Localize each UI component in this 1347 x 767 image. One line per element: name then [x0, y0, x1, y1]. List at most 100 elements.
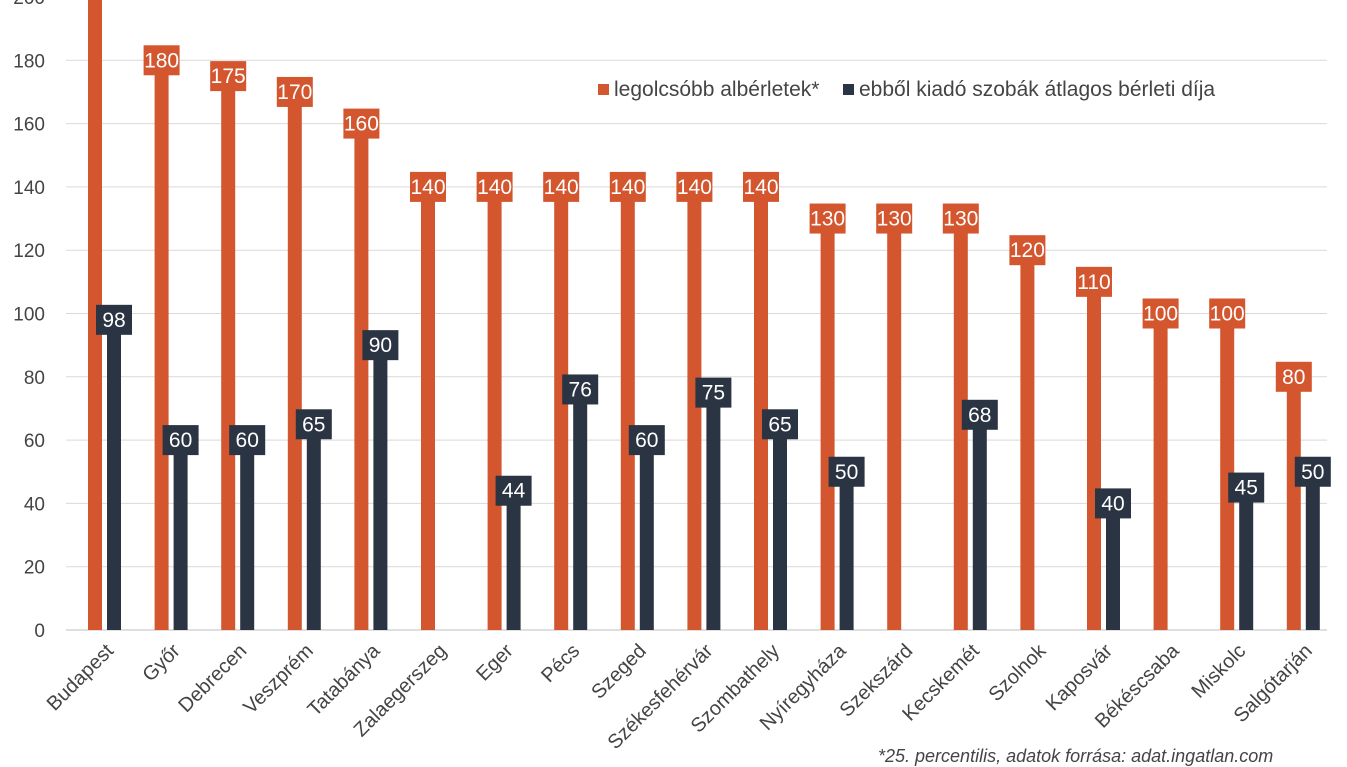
y-axis: 0 20 40 60 80 100 120 140 160 180 200 [13, 0, 45, 642]
bar-legolcsobb [487, 186, 502, 630]
legend: legolcsóbb albérletek* ebből kiadó szobá… [598, 78, 1215, 101]
data-label: 140 [743, 176, 778, 199]
data-label-box [942, 203, 979, 234]
y-tick-label: 40 [24, 494, 45, 515]
footnote: *25. percentilis, adatok forrása: adat.i… [878, 746, 1274, 766]
data-labels: 98 180 60 175 60 170 65 160 90 140 140 44 140 76 140 60… [96, 45, 1331, 519]
x-tick-label: Budapest [43, 640, 119, 716]
data-label-box [676, 171, 713, 202]
data-label-box [1142, 298, 1179, 329]
data-label-box [961, 399, 998, 430]
data-label-box [828, 456, 865, 487]
bar-szobak [1106, 503, 1120, 630]
data-label: 65 [768, 413, 791, 436]
data-label-box [96, 304, 132, 335]
bar-szobak [306, 424, 321, 630]
data-label-box [295, 409, 332, 440]
bar-legolcsobb [620, 186, 635, 630]
data-label: 90 [369, 334, 392, 357]
bar-legolcsobb [88, 0, 102, 630]
bar-szobak [1239, 487, 1254, 630]
bars [88, 0, 1320, 631]
bar-legolcsobb [1153, 313, 1168, 630]
data-label-box [609, 171, 646, 202]
data-label: 60 [635, 429, 658, 452]
data-label-box [543, 171, 580, 202]
data-label: 76 [569, 378, 592, 401]
data-label-box [762, 409, 798, 440]
bar-szobak [706, 392, 721, 630]
bar-legolcsobb [1220, 313, 1235, 630]
data-label-box [1275, 361, 1312, 392]
data-label: 100 [1210, 303, 1245, 326]
y-tick-label: 180 [13, 51, 45, 72]
data-label-box [1209, 298, 1246, 329]
bar-legolcsobb [754, 186, 768, 630]
data-label-box [1095, 488, 1131, 519]
x-tick-label: Győr [138, 640, 184, 686]
data-label: 140 [544, 176, 579, 199]
data-label-box [343, 108, 380, 139]
data-label: 120 [1010, 239, 1045, 262]
data-label-box [1228, 472, 1265, 503]
data-label-box [809, 203, 846, 234]
x-tick-label: Eger [472, 640, 518, 686]
bar-szobak [573, 389, 588, 630]
bar-szobak [373, 345, 388, 630]
bar-legolcsobb [687, 186, 702, 630]
data-label: 100 [1143, 303, 1178, 326]
data-label: 80 [1282, 366, 1305, 389]
y-tick-label: 20 [24, 558, 45, 579]
data-label: 130 [877, 208, 912, 231]
bar-legolcsobb [953, 218, 968, 631]
bar-szobak [972, 414, 987, 630]
data-label: 98 [102, 309, 125, 332]
data-label-box [476, 171, 513, 202]
bar-legolcsobb [287, 91, 302, 630]
bar-legolcsobb [887, 218, 902, 631]
data-label-box [495, 475, 532, 506]
data-label: 180 [144, 49, 179, 72]
bar-legolcsobb [1020, 250, 1035, 630]
y-tick-label: 60 [24, 431, 45, 452]
bar-szobak [773, 424, 787, 630]
data-label-box [1294, 456, 1331, 487]
y-tick-label: 80 [24, 368, 45, 389]
data-label-box [695, 377, 732, 408]
data-label-box [362, 330, 399, 361]
bar-szobak [839, 471, 854, 630]
legend-swatch-szobak [843, 84, 854, 95]
y-tick-label: 200 [13, 0, 45, 9]
data-label: 68 [968, 404, 991, 427]
bar-szobak [1305, 471, 1320, 630]
data-label: 40 [1101, 492, 1124, 515]
data-label-box [162, 425, 199, 456]
data-label: 140 [477, 176, 512, 199]
bar-szobak [506, 490, 521, 630]
data-label-box [1009, 235, 1046, 266]
bar-legolcsobb [421, 186, 435, 630]
data-label: 140 [410, 176, 445, 199]
data-label-box [562, 374, 599, 405]
data-label-box [628, 425, 665, 456]
bar-szobak [240, 440, 255, 630]
data-label: 140 [610, 176, 645, 199]
data-label-box [410, 171, 446, 202]
x-axis: Budapest GyőrDebrecenVeszprémTatabányaZal… [43, 639, 1317, 754]
y-tick-label: 140 [13, 178, 45, 199]
y-tick-label: 0 [34, 621, 45, 642]
bar-legolcsobb [554, 186, 569, 630]
data-label-box [143, 45, 180, 76]
data-label-box [210, 61, 247, 92]
bar-legolcsobb [154, 60, 169, 631]
data-label: 160 [344, 113, 379, 136]
bar-legolcsobb [1286, 376, 1301, 630]
y-tick-label: 100 [13, 305, 45, 326]
x-tick-label: Pécs [537, 640, 584, 687]
bar-legolcsobb [1087, 281, 1101, 630]
data-label: 140 [677, 176, 712, 199]
bar-szobak [173, 440, 188, 630]
bar-legolcsobb [221, 76, 236, 630]
data-label: 50 [835, 461, 858, 484]
